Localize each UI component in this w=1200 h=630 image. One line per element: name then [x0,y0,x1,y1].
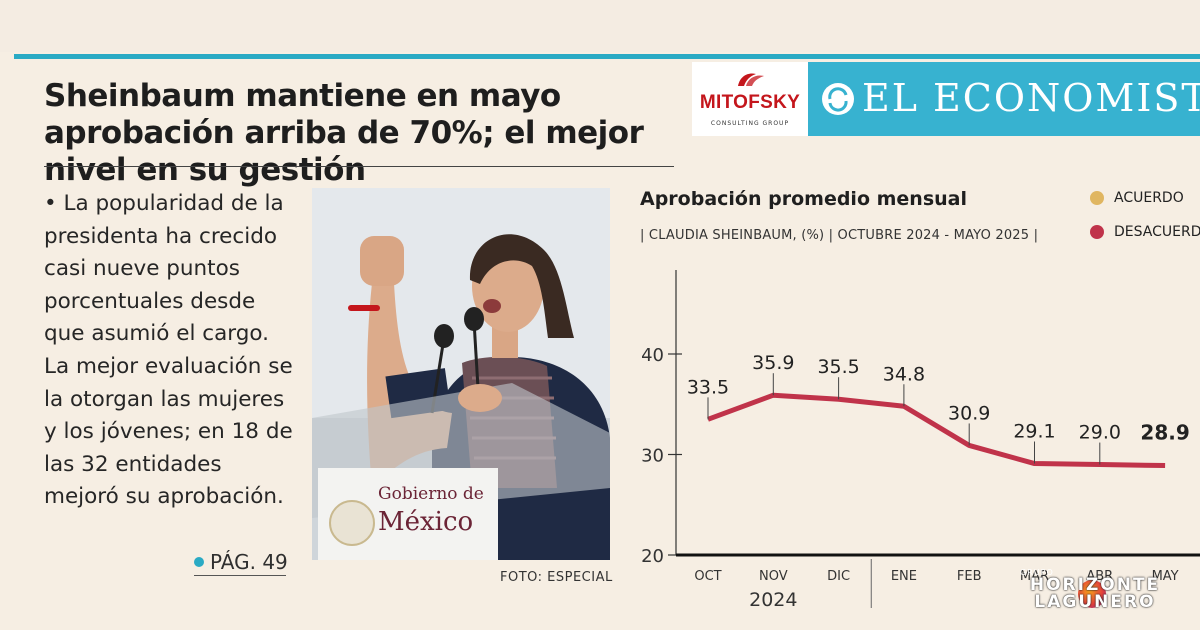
photo-president: Gobierno de México [312,188,610,560]
x-tick-label-mar: MAR [1020,569,1049,584]
watermark: GRUPO HORIZONTE LAGUNERO [990,568,1200,614]
y-tick-label-40: 40 [641,345,664,366]
article-body: • La popularidad de la presidenta ha cre… [44,191,293,510]
watermark-line2: LAGUNERO [1034,592,1156,612]
x-tick-label-dic: DIC [827,569,850,584]
data-label-desacuerdo-ene: 34.8 [883,363,925,385]
headline: Sheinbaum mantiene en mayo aprobación ar… [44,78,644,188]
data-label-desacuerdo-nov: 35.9 [752,352,794,374]
x-tick-label-nov: NOV [759,569,788,584]
photo-credit: FOTO: ESPECIAL [500,570,613,585]
data-label-desacuerdo-dic: 35.5 [817,356,859,378]
x-tick-label-oct: OCT [694,569,721,584]
x-tick-label-may: MAY [1152,569,1179,584]
legend-label-acuerdo: ACUERDO [1114,190,1184,206]
legend-item-acuerdo: ACUERDO [1090,190,1184,206]
headline-underline [44,166,674,167]
economista-logo: EL ECONOMISTA [808,62,1200,136]
data-label-desacuerdo-feb: 30.9 [948,402,990,424]
top-band [0,0,1200,52]
watermark-small: GRUPO [1020,568,1054,577]
x-tick-label-feb: FEB [957,569,982,584]
photo-illustration: Gobierno de México [312,188,610,560]
data-label-desacuerdo-mar: 29.1 [1013,421,1055,443]
podium-text-line2: México [378,507,473,537]
legend-swatch-acuerdo-icon [1090,191,1104,205]
y-tick-label-30: 30 [641,446,664,467]
podium-text-line1: Gobierno de [378,484,484,504]
economista-emblem-icon [822,83,854,115]
legend-swatch-desacuerdo-icon [1090,225,1104,239]
accent-rule [14,54,1200,59]
x-tick-label-ene: ENE [891,569,917,584]
y-tick-label-20: 20 [641,546,664,567]
mitofsky-mark-icon [738,73,764,86]
chart-subtitle: | CLAUDIA SHEINBAUM, (%) | OCTUBRE 2024 … [640,228,1039,243]
legend-item-desacuerdo: DESACUERDO [1090,224,1200,240]
mitofsky-logo: MITOFSKY CONSULTING GROUP [692,62,808,136]
data-label-desacuerdo-abr: 29.0 [1079,422,1121,444]
x-year-label: 2024 [749,589,797,611]
mitofsky-tagline: CONSULTING GROUP [710,120,790,127]
data-label-desacuerdo-oct: 33.5 [687,376,729,398]
mitofsky-name: MITOFSKY [699,92,801,113]
page-reference[interactable]: PÁG. 49 [194,550,288,574]
data-label-desacuerdo-may: 28.9 [1140,421,1189,445]
page-reference-label: PÁG. 49 [210,550,288,574]
page-reference-underline [194,575,286,576]
legend-label-desacuerdo: DESACUERDO [1114,224,1200,240]
chart-title: Aprobación promedio mensual [640,188,967,210]
watermark-circle-icon [1078,580,1106,608]
watermark-line1: HORIZONTE [1029,575,1161,595]
economista-name: EL ECONOMISTA [862,76,1200,120]
series-line-desacuerdo [707,392,1166,469]
approval-line-chart: 203040506070OCTNOVDICENEFEBMARABRMAY2024… [641,270,1200,611]
bullet-dot-icon [194,557,204,567]
